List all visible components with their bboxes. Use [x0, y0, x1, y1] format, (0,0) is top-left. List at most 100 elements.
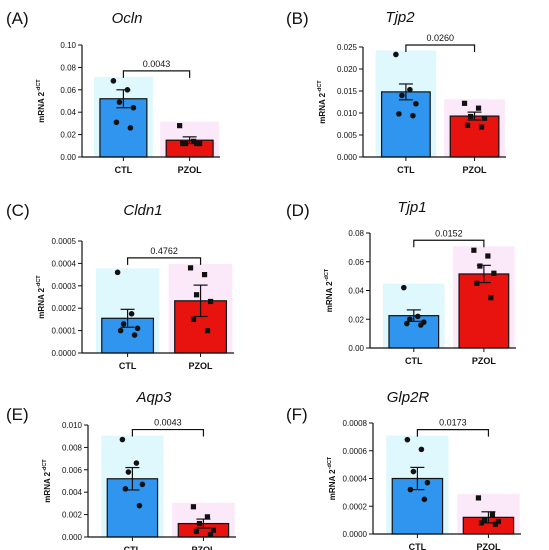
y-tick-label: 0.008 — [62, 443, 83, 452]
data-point — [177, 123, 183, 129]
y-tick-label: 0.004 — [62, 488, 83, 497]
panel-letter: (A) — [6, 9, 29, 28]
data-point — [485, 253, 491, 259]
data-point — [117, 327, 124, 334]
y-tick-label: 0.000 — [337, 153, 358, 162]
data-point — [125, 469, 132, 475]
p-value-label: 0.0043 — [143, 59, 171, 69]
p-value-label: 0.4762 — [150, 246, 178, 256]
data-point — [116, 99, 123, 105]
panel-letter: (B) — [286, 9, 309, 28]
bar-pzol — [449, 115, 500, 158]
data-point — [201, 272, 208, 278]
y-tick-label: 0.02 — [60, 131, 76, 140]
x-tick-label: PZOL — [191, 545, 216, 550]
data-point — [180, 140, 186, 147]
x-tick-label: CTL — [119, 361, 137, 371]
data-point — [421, 496, 428, 503]
data-point — [110, 78, 117, 84]
significance-bracket — [405, 44, 476, 52]
data-point — [113, 119, 120, 126]
data-point — [131, 332, 138, 338]
y-tick-label: 0.0002 — [343, 502, 368, 511]
error-bar — [193, 284, 208, 318]
data-point — [124, 87, 131, 93]
data-point — [413, 100, 419, 107]
data-point — [481, 517, 488, 523]
panel-letter: (F) — [286, 405, 308, 424]
data-point — [404, 320, 410, 327]
data-point — [204, 328, 211, 334]
y-tick-label: 0.010 — [62, 421, 83, 430]
data-point — [119, 436, 126, 443]
panel-letter: (E) — [6, 405, 29, 424]
data-point — [424, 479, 431, 486]
data-point — [134, 325, 141, 332]
y-axis-label: mRNA 2-dCT — [36, 275, 46, 319]
data-point — [467, 113, 474, 120]
data-point — [120, 321, 127, 327]
data-point — [407, 316, 413, 323]
data-point — [196, 520, 203, 527]
chart-title: Cldn1 — [123, 202, 162, 219]
x-tick-label: PZOL — [178, 165, 203, 175]
error-bar — [120, 308, 135, 328]
y-tick-label: 0.0003 — [52, 282, 77, 291]
y-tick-label: 0.0002 — [52, 304, 77, 313]
x-tick-label: PZOL — [189, 361, 214, 371]
y-tick-label: 0.0001 — [52, 327, 77, 336]
y-tick-label: 0.08 — [60, 63, 76, 72]
data-point — [393, 51, 399, 58]
data-point — [193, 292, 200, 298]
chart-panel-6: (F) Glp2R mRNA 2-dCT 0.0000 0.0002 0.0004 0.00… — [286, 389, 521, 550]
data-point — [418, 446, 425, 453]
data-point — [488, 295, 494, 301]
y-tick-label: 0.04 — [348, 287, 364, 296]
significance-bracket — [131, 428, 205, 437]
y-tick-label: 0.0000 — [52, 349, 77, 358]
y-tick-label: 0.0006 — [343, 447, 368, 456]
y-tick-label: 0.006 — [62, 466, 83, 475]
y-tick-label: 0.02 — [348, 315, 364, 324]
data-point — [461, 100, 468, 106]
data-point — [418, 322, 424, 328]
error-bar — [467, 111, 482, 121]
significance-bracket — [416, 429, 490, 437]
p-value-label: 0.0043 — [154, 418, 182, 428]
chart-title: Aqp3 — [135, 389, 172, 406]
chart-panel-5: (E) Aqp3 mRNA 2-dCT 0.000 0.002 0.004 0.006 0.0… — [6, 389, 236, 550]
y-tick-label: 0.00 — [60, 153, 76, 162]
y-tick-label: 0.025 — [337, 43, 358, 52]
x-tick-label: CTL — [409, 542, 427, 550]
data-point — [410, 112, 416, 119]
x-tick-label: CTL — [397, 165, 415, 175]
y-tick-label: 0.000 — [62, 533, 83, 542]
chart-title: Glp2R — [387, 389, 430, 406]
data-point — [193, 528, 200, 534]
y-tick-label: 0.020 — [337, 65, 358, 74]
data-point — [401, 284, 407, 291]
data-point — [210, 527, 217, 533]
data-point — [491, 270, 497, 276]
data-point — [127, 125, 134, 131]
data-point — [399, 92, 405, 99]
y-axis-label: mRNA 2-dCT — [36, 79, 46, 123]
data-point — [478, 520, 485, 526]
data-point — [190, 316, 197, 322]
p-value-label: 0.0152 — [435, 228, 463, 238]
chart-panel-1: (A) Ocln mRNA 2-dCT 0.00 0.02 0.04 0.06 0.08 0.1… — [6, 9, 220, 175]
data-point — [407, 86, 413, 93]
data-point — [114, 269, 121, 276]
y-axis-label: mRNA 2-dCT — [324, 268, 334, 312]
y-tick-label: 0.015 — [337, 87, 358, 96]
data-point — [207, 532, 214, 538]
error-bar — [398, 83, 413, 101]
y-tick-label: 0.002 — [62, 511, 83, 520]
data-point — [404, 436, 411, 443]
data-point — [396, 111, 402, 117]
x-tick-label: CTL — [124, 545, 142, 550]
data-point — [130, 104, 137, 111]
data-point — [475, 495, 482, 501]
data-point — [191, 138, 197, 144]
x-tick-label: PZOL — [472, 356, 497, 366]
